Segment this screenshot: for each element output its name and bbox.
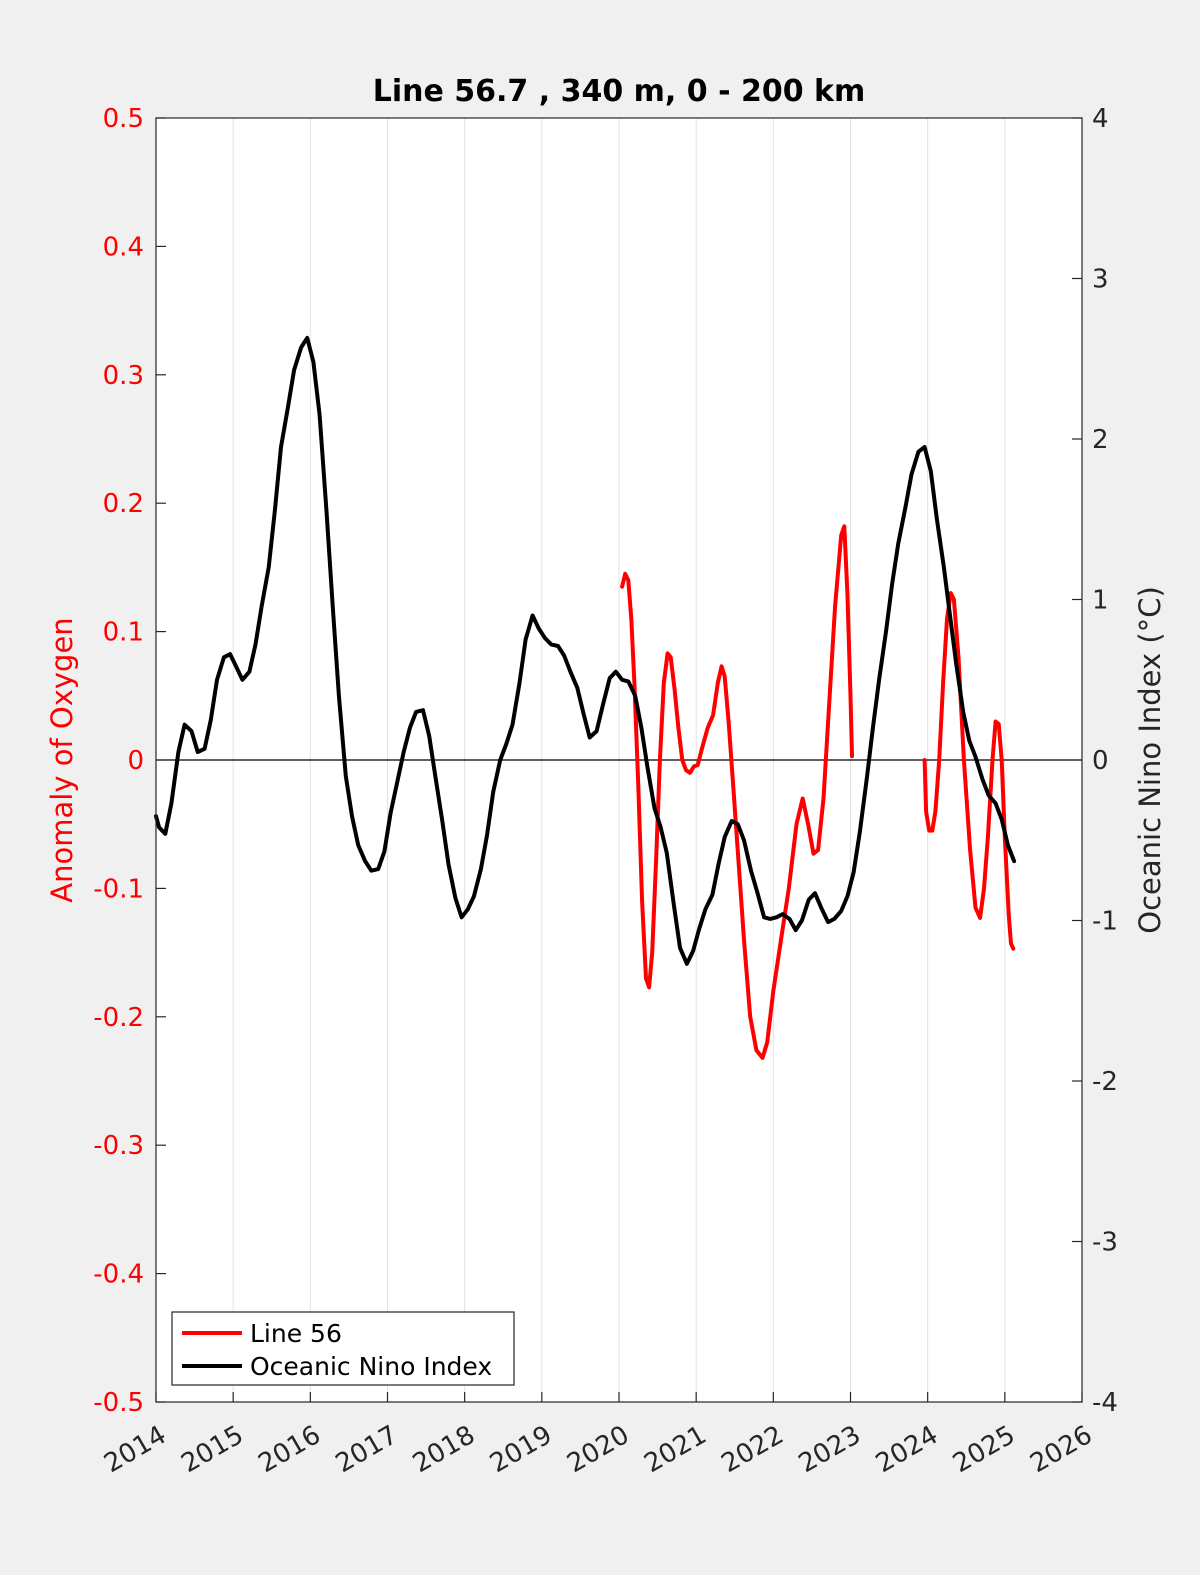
x-tick-label-2023: 2023: [794, 1420, 866, 1479]
left-tick-label-0: 0: [127, 746, 144, 776]
left-tick-label-0.2: 0.2: [103, 489, 144, 519]
right-tick-label-1: 1: [1092, 586, 1109, 616]
x-tick-label-2014: 2014: [99, 1420, 171, 1479]
left-tick-label-0.3: 0.3: [103, 361, 144, 391]
left-tick-label-0.4: 0.4: [103, 232, 144, 262]
chart-title: Line 56.7 , 340 m, 0 - 200 km: [373, 74, 866, 109]
left-axis-label: Anomaly of Oxygen: [45, 617, 79, 902]
x-tick-label-2016: 2016: [254, 1420, 326, 1479]
left-tick-label--0.3: -0.3: [93, 1131, 144, 1161]
x-tick-label-2021: 2021: [639, 1420, 711, 1479]
x-tick-label-2020: 2020: [562, 1420, 634, 1479]
left-axis: 0.5 0.4 0.3 0.2 0.1 0 -0.1 -0.2 -0.3 -0.4 -0.5: [93, 104, 166, 1418]
right-axis: 4 3 2 1 0 -1 -2 -3 -4: [1072, 104, 1118, 1418]
x-tick-label-2017: 2017: [331, 1420, 403, 1479]
legend-box: [171, 1311, 515, 1386]
x-tick-label-2022: 2022: [717, 1420, 789, 1479]
legend-label-line-56: Line 56: [250, 1319, 342, 1348]
left-tick-label-0.1: 0.1: [103, 618, 144, 648]
series-oni-segment-0: [154, 335, 1017, 966]
left-tick-label-0.5: 0.5: [103, 104, 144, 134]
right-tick-label-3: 3: [1092, 265, 1109, 295]
x-tick-label-2025: 2025: [948, 1420, 1020, 1479]
legend: Line 56 Oceanic Nino Index: [171, 1311, 515, 1386]
legend-label-oni: Oceanic Nino Index: [250, 1352, 492, 1381]
x-tick-label-2015: 2015: [176, 1420, 248, 1479]
left-tick-label--0.4: -0.4: [93, 1260, 144, 1290]
right-axis-label: Oceanic Nino Index (°C): [1133, 586, 1167, 934]
x-tick-label-2018: 2018: [408, 1420, 480, 1479]
right-tick-label--4: -4: [1092, 1388, 1118, 1418]
series-line-56-segment-1: [922, 591, 1016, 951]
left-tick-label--0.1: -0.1: [93, 874, 144, 904]
left-tick-label--0.5: -0.5: [93, 1388, 144, 1418]
right-tick-label-0: 0: [1092, 746, 1109, 776]
x-tick-label-2024: 2024: [871, 1420, 943, 1479]
x-axis: 2014 2015 2016 2017 2018 2019 2020 2021 2022 2023…: [99, 1392, 1098, 1479]
right-tick-label-2: 2: [1092, 425, 1109, 455]
series-line-56-segment-0: [620, 524, 854, 1060]
right-tick-label--1: -1: [1092, 907, 1118, 937]
x-tick-label-2019: 2019: [485, 1420, 557, 1479]
x-tick-label-2026: 2026: [1025, 1420, 1097, 1479]
left-tick-label--0.2: -0.2: [93, 1003, 144, 1033]
right-tick-label--3: -3: [1092, 1228, 1118, 1258]
right-tick-label--2: -2: [1092, 1067, 1118, 1097]
series-layer: [154, 335, 1017, 1060]
right-tick-label-4: 4: [1092, 104, 1109, 134]
